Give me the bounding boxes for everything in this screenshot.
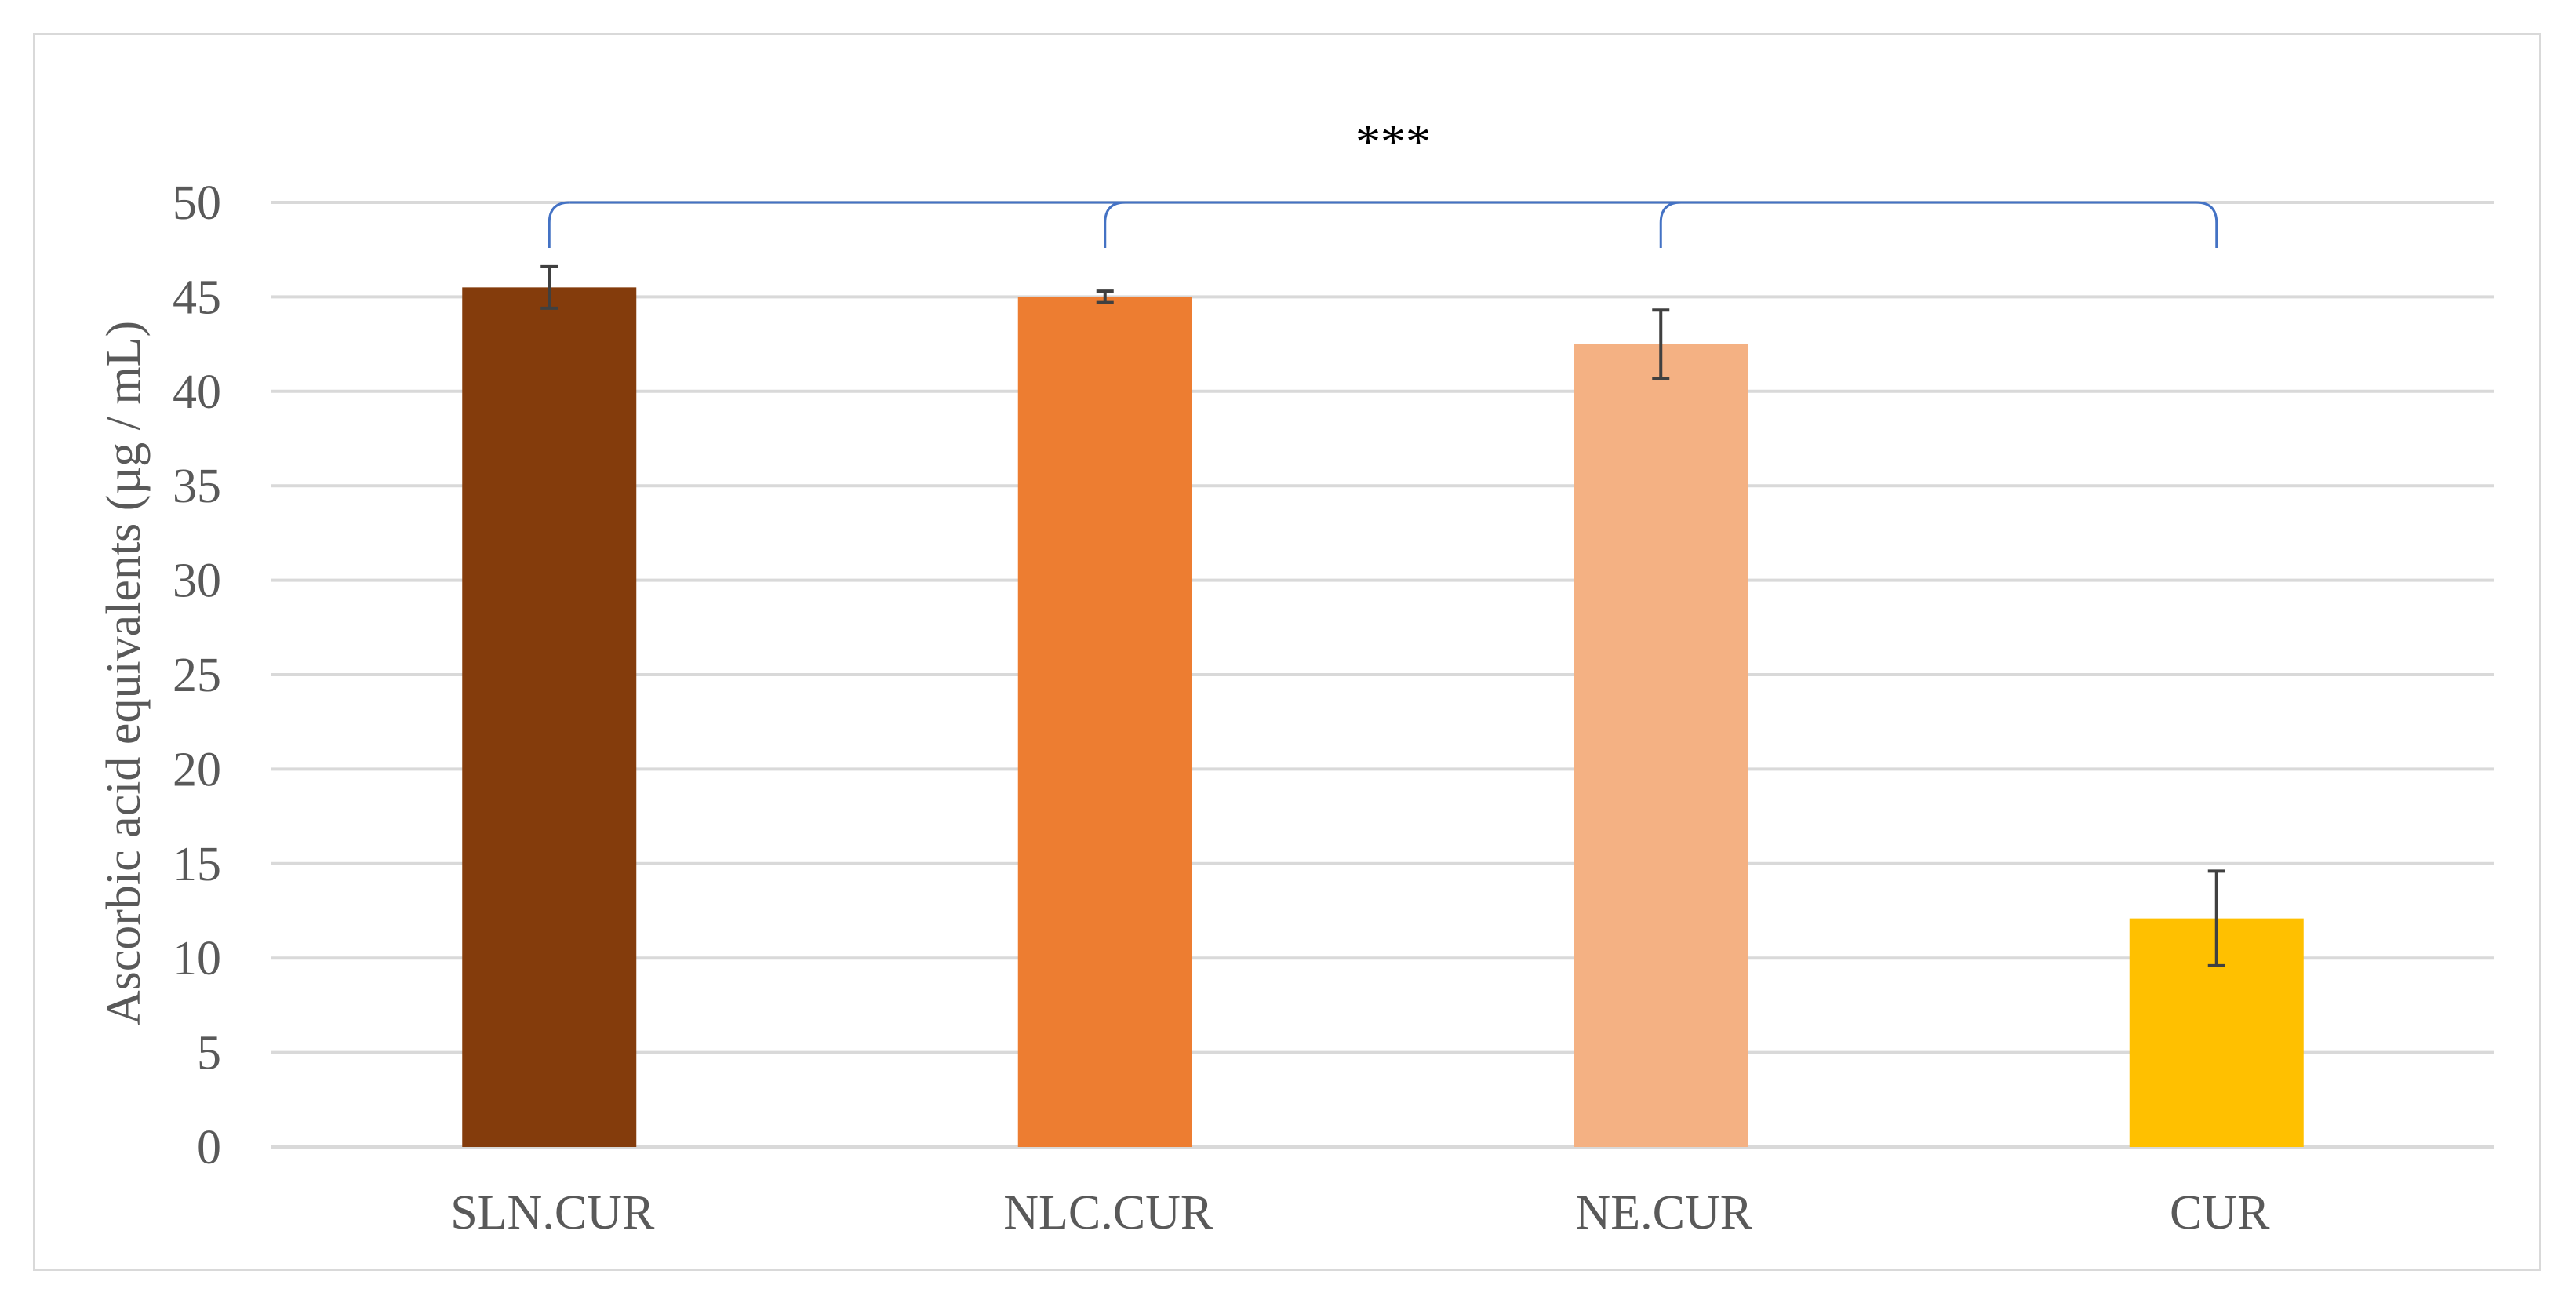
x-tick-label: CUR [2170,1186,2270,1240]
y-axis-ticks: 0 5 10 15 20 25 30 35 40 45 50 [173,177,221,1174]
x-tick-label: NE.CUR [1575,1186,1752,1240]
y-tick-label: 30 [173,555,221,608]
x-axis-ticks: SLN.CUR NLC.CUR NE.CUR CUR [450,1186,2270,1240]
x-tick-label: NLC.CUR [1003,1186,1213,1240]
y-tick-label: 0 [197,1121,221,1174]
significance-bracket [548,201,2218,248]
y-axis-title: Ascorbic acid equivalents (µg / mL) [97,321,151,1025]
significance-label: *** [1355,114,1431,169]
error-bars [540,264,2225,967]
y-tick-label: 5 [197,1027,221,1080]
y-tick-label: 10 [173,932,221,985]
y-tick-label: 20 [173,743,221,796]
y-tick-label: 25 [173,649,221,702]
bars [462,287,2304,1148]
bar-sln-cur [462,287,637,1147]
y-tick-label: 45 [173,271,221,324]
y-tick-label: 50 [173,177,221,230]
y-tick-label: 35 [173,460,221,513]
y-tick-label: 15 [173,838,221,891]
x-tick-label: SLN.CUR [450,1186,655,1240]
bracket-ticks [548,201,2218,248]
bar-ne-cur [1574,344,1748,1148]
y-tick-label: 40 [173,366,221,419]
bar-nlc-cur [1017,297,1192,1147]
gridlines [271,201,2494,1149]
chart-frame [33,33,2541,1271]
